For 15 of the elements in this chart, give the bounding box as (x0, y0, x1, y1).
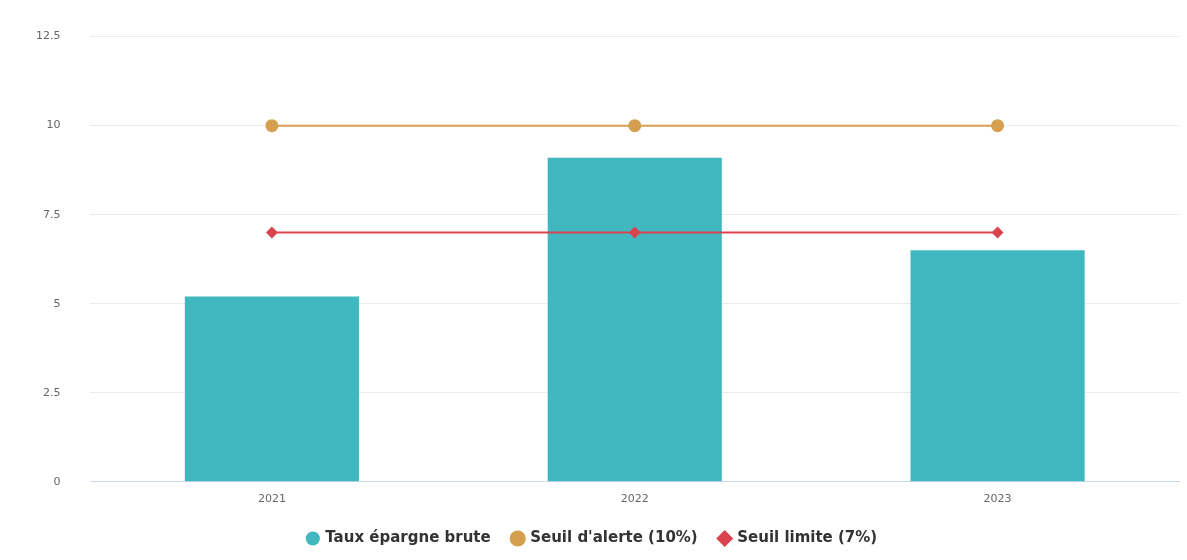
legend-label: Seuil d'alerte (10%) (530, 528, 698, 547)
bar (910, 250, 1085, 482)
bar (547, 157, 722, 482)
legend-label: Seuil limite (7%) (737, 528, 878, 547)
x-tick-label: 2022 (620, 492, 649, 506)
y-tick-label: 10 (46, 118, 61, 132)
y-tick-label: 12.5 (35, 29, 61, 43)
bar (184, 296, 359, 482)
x-tick-label: 2021 (257, 492, 286, 506)
y-tick-label: 5 (53, 296, 61, 310)
y-tick-label: 2.5 (42, 385, 61, 399)
legend-label: Taux épargne brute (325, 528, 491, 547)
y-tick-label: 0 (53, 474, 61, 488)
x-tick-label: 2023 (983, 492, 1012, 506)
y-tick-label: 7.5 (42, 207, 61, 221)
